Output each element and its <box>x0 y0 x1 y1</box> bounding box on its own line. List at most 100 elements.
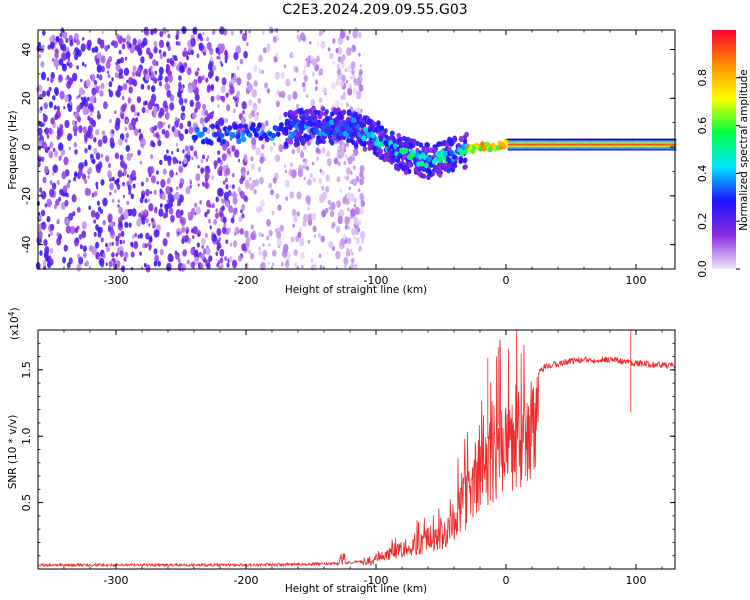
spectrogram-cell <box>42 176 47 184</box>
spectrogram-cell <box>199 200 202 205</box>
spectrogram-cell <box>285 179 290 188</box>
spectrogram-cell <box>186 259 190 265</box>
spectrogram-cell <box>326 158 332 166</box>
spectrogram-cell <box>588 143 591 146</box>
spectrogram-cell <box>202 154 205 160</box>
spectrogram-cell <box>191 156 194 161</box>
spectrogram-cell <box>318 178 323 184</box>
spectrogram-cell <box>357 227 361 233</box>
spectrogram-cell <box>360 238 365 244</box>
spectrogram-cell <box>230 30 234 36</box>
spectrogram-cell <box>152 106 158 114</box>
spectrogram-cell <box>102 253 106 259</box>
spectrogram-cell <box>108 88 111 93</box>
spectrogram-cell <box>182 115 186 120</box>
spectrogram-cell <box>186 69 189 74</box>
spectrogram-cell <box>68 146 71 151</box>
spectrogram-cell <box>128 43 132 48</box>
spectrogram-cell <box>250 224 254 230</box>
spectrogram-cell <box>126 152 132 161</box>
spectrogram-cell <box>452 136 458 143</box>
spectrogram-cell <box>153 46 158 54</box>
spectrogram-cell <box>233 52 239 61</box>
spectrogram-cell <box>163 121 166 126</box>
spectrogram-cell <box>51 57 55 63</box>
spectrogram-cell <box>61 171 67 180</box>
spectrogram-cell <box>62 256 67 264</box>
spectrogram-cell <box>74 149 78 155</box>
spectrogram-cell <box>160 179 166 188</box>
spectrogram-cell <box>115 89 121 98</box>
spectrogram-cell <box>88 245 94 252</box>
spectrogram-cell <box>518 143 521 146</box>
spectrogram-cell <box>201 237 206 246</box>
spectrogram-cell <box>219 248 225 257</box>
spectrogram-cell <box>48 86 52 92</box>
spectrogram-cell <box>308 116 313 122</box>
spectrogram-cell <box>182 249 187 257</box>
spectrogram-cell <box>127 174 129 178</box>
spectrogram-cell <box>96 52 102 61</box>
spectrogram-cell <box>540 143 543 146</box>
spectrogram-cell <box>82 245 87 252</box>
spectrogram-cell <box>353 111 359 117</box>
spectrogram-cell <box>227 125 233 131</box>
spectrogram-cell <box>186 150 191 156</box>
spectrogram-cell <box>346 35 350 41</box>
spectrogram-cell <box>332 60 336 66</box>
spectrogram-cell <box>206 158 209 162</box>
spectrogram-cell <box>78 87 84 96</box>
x-tick-label: 0 <box>503 274 510 287</box>
spectrogram-cell <box>317 232 322 239</box>
spectrogram-cell <box>54 87 59 95</box>
spectrogram-cell <box>310 264 315 271</box>
spectrogram-cell <box>221 77 227 86</box>
spectrogram-cell <box>224 58 228 64</box>
spectrogram-cell <box>360 194 365 201</box>
spectrogram-cell <box>253 65 258 72</box>
spectrogram-cell <box>215 47 220 54</box>
spectrogram-cell <box>509 143 511 146</box>
spectrogram-cell <box>139 197 144 204</box>
spectrogram-cell <box>154 78 158 84</box>
spectrogram-cell <box>133 240 139 250</box>
spectrogram-cell <box>320 235 325 243</box>
spectrogram-cell <box>213 132 219 138</box>
spectrogram-cell <box>297 231 302 238</box>
spectrogram-cell <box>57 218 60 223</box>
spectrogram-cell <box>101 130 106 136</box>
spectrogram-cell <box>97 139 103 147</box>
spectrogram-cell <box>238 158 241 163</box>
spectrogram-cell <box>253 80 258 87</box>
spectrogram-cell <box>356 90 362 100</box>
spectrogram-cell <box>155 132 160 139</box>
spectrogram-cell <box>566 143 569 146</box>
spectrogram-cell <box>115 240 119 247</box>
spectrogram-cell <box>235 97 238 102</box>
spectrogram-cell <box>316 55 320 60</box>
spectrogram-cell <box>335 250 341 260</box>
spectrogram-cell <box>196 206 201 215</box>
spectrogram-cell <box>288 109 294 115</box>
spectrogram-cell <box>261 144 265 150</box>
spectrogram-cell <box>613 143 616 146</box>
spectrogram-cell <box>82 173 86 180</box>
spectrogram-cell <box>119 154 124 161</box>
spectrogram-cell <box>52 95 56 101</box>
spectrogram-cell <box>349 76 352 80</box>
spectrogram-cell <box>176 148 179 153</box>
spectrogram-cell <box>42 141 47 150</box>
spectrogram-cell <box>100 237 104 243</box>
spectrogram-cell <box>464 131 469 138</box>
spectrogram-cell <box>353 217 360 226</box>
spectrogram-cell <box>156 180 159 185</box>
spectrogram-cell <box>344 122 350 128</box>
spectrogram-cell <box>224 256 228 262</box>
spectrogram-cell <box>66 262 71 269</box>
spectrogram-cell <box>91 47 95 53</box>
spectrogram-cell <box>162 168 167 175</box>
spectrogram-cell <box>353 235 356 240</box>
spectrogram-cell <box>144 243 148 249</box>
spectrogram-cell <box>123 67 130 76</box>
spectrogram-cell <box>175 142 179 147</box>
